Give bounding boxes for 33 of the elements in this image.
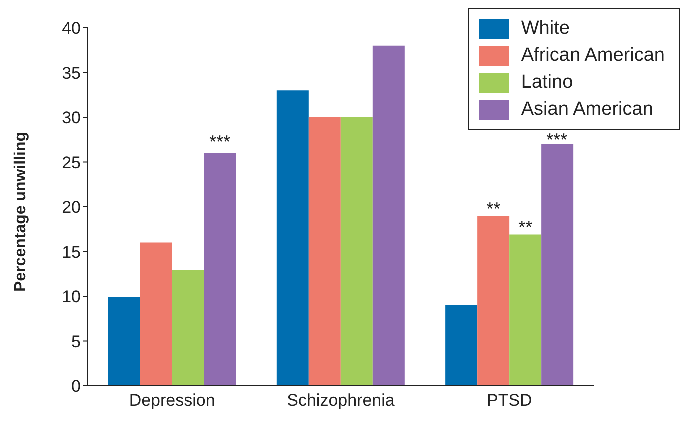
bar (510, 234, 542, 386)
x-tick-label: Depression (129, 391, 216, 410)
bar (446, 305, 478, 386)
bar (204, 153, 236, 386)
legend-label: Asian American (521, 98, 654, 120)
bar (372, 46, 405, 386)
y-tick-label: 0 (72, 377, 81, 396)
y-tick-label: 5 (72, 332, 81, 352)
bar (276, 90, 309, 386)
legend-label: Latino (521, 72, 574, 94)
bar (340, 118, 373, 386)
y-tick-label: 15 (62, 242, 81, 262)
bar (172, 270, 204, 386)
bar (478, 216, 510, 386)
y-axis-title: Percentage unwilling (12, 132, 30, 292)
legend-label: White (521, 18, 570, 40)
y-tick-label: 35 (62, 64, 81, 83)
y-tick-label: 25 (62, 153, 81, 172)
y-tick-label: 30 (62, 108, 81, 128)
y-tick-label: 40 (62, 19, 81, 38)
bar (308, 118, 341, 386)
annotation: *** (546, 130, 568, 150)
annotation: ** (486, 198, 501, 219)
legend-label: African American (521, 44, 665, 66)
y-tick-label: 20 (62, 198, 81, 218)
x-tick-label: PTSD (486, 391, 532, 410)
annotation: *** (209, 132, 231, 152)
bar (108, 297, 140, 386)
bar (542, 144, 574, 386)
x-tick-label: Schizophrenia (287, 391, 396, 410)
annotation: ** (518, 218, 533, 238)
bar (140, 242, 172, 386)
y-tick-label: 10 (62, 288, 81, 307)
